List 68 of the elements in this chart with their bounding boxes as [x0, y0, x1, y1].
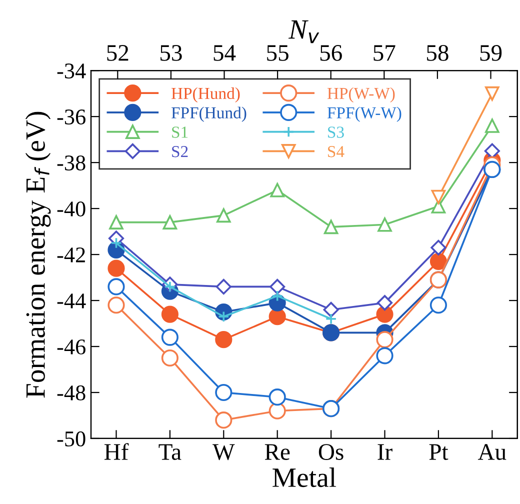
point	[431, 190, 446, 204]
y-tick-label: -44	[57, 294, 86, 308]
x2-tick-label: 53	[160, 45, 182, 61]
legend-label: S2	[172, 146, 188, 158]
x2-tick-label: 55	[267, 45, 288, 61]
legend-label: HP(W-W)	[327, 87, 395, 102]
y-tick-label: -36	[57, 110, 86, 124]
point	[430, 252, 447, 270]
point	[161, 349, 178, 367]
point	[216, 278, 232, 294]
point	[272, 290, 284, 302]
x2-tick-label: 58	[427, 44, 448, 61]
y-tick-label: -40	[57, 201, 86, 216]
point	[216, 208, 231, 223]
point	[430, 296, 447, 314]
point	[215, 412, 232, 429]
point	[430, 240, 446, 256]
x2-tick-label: 57	[374, 45, 396, 61]
point	[485, 86, 500, 101]
y-tick-label: -38	[57, 155, 86, 170]
x-tick-label: Os	[318, 444, 344, 460]
y-tick-label: -48	[57, 385, 86, 400]
x-tick-label: Pt	[429, 444, 448, 460]
x2-axis-title: N$_{v}$	[288, 20, 320, 44]
point	[108, 260, 125, 277]
point	[378, 217, 392, 232]
point	[162, 215, 178, 230]
point	[161, 328, 178, 346]
y-tick-label: -50	[57, 431, 86, 446]
x-axis-title: Metal	[272, 468, 336, 488]
point	[376, 331, 394, 348]
point	[268, 308, 286, 326]
point	[376, 306, 394, 323]
point	[270, 182, 285, 198]
point	[215, 331, 232, 348]
y-tick-label: -46	[57, 339, 86, 354]
x-tick-label: Re	[264, 444, 290, 460]
legend-label: S3	[328, 126, 344, 138]
point	[161, 306, 178, 323]
y-tick-label: -34	[57, 64, 86, 78]
point	[215, 384, 232, 402]
x-tick-label: Au	[478, 444, 506, 460]
legend-label: FPF(W-W)	[327, 106, 402, 122]
point	[323, 302, 339, 318]
x-tick-label: W	[212, 444, 235, 460]
x2-tick-label: 52	[107, 45, 128, 61]
legend-label: S1	[172, 126, 188, 138]
legend-label: HP(Hund)	[171, 87, 240, 102]
point	[376, 347, 394, 364]
point	[485, 118, 500, 133]
x-tick-label: Ta	[158, 444, 182, 460]
legend-label: S4	[328, 146, 344, 158]
point	[484, 143, 500, 159]
point	[108, 278, 125, 296]
point	[109, 215, 124, 230]
y-tick-label: -42	[57, 248, 85, 262]
point	[324, 220, 338, 234]
point	[376, 295, 393, 311]
point	[268, 388, 286, 406]
x2-tick-label: 56	[320, 45, 342, 61]
x2-tick-label: 59	[480, 45, 502, 61]
legend-label: FPF(Hund)	[171, 106, 246, 122]
point	[270, 278, 286, 294]
point	[325, 313, 337, 325]
x2-tick-label: 54	[214, 45, 236, 61]
x-tick-label: Hf	[104, 443, 129, 460]
y-axis-title: Formation energy E$_{f}$ (eV)	[25, 112, 51, 398]
x-tick-label: Ir	[378, 444, 392, 460]
